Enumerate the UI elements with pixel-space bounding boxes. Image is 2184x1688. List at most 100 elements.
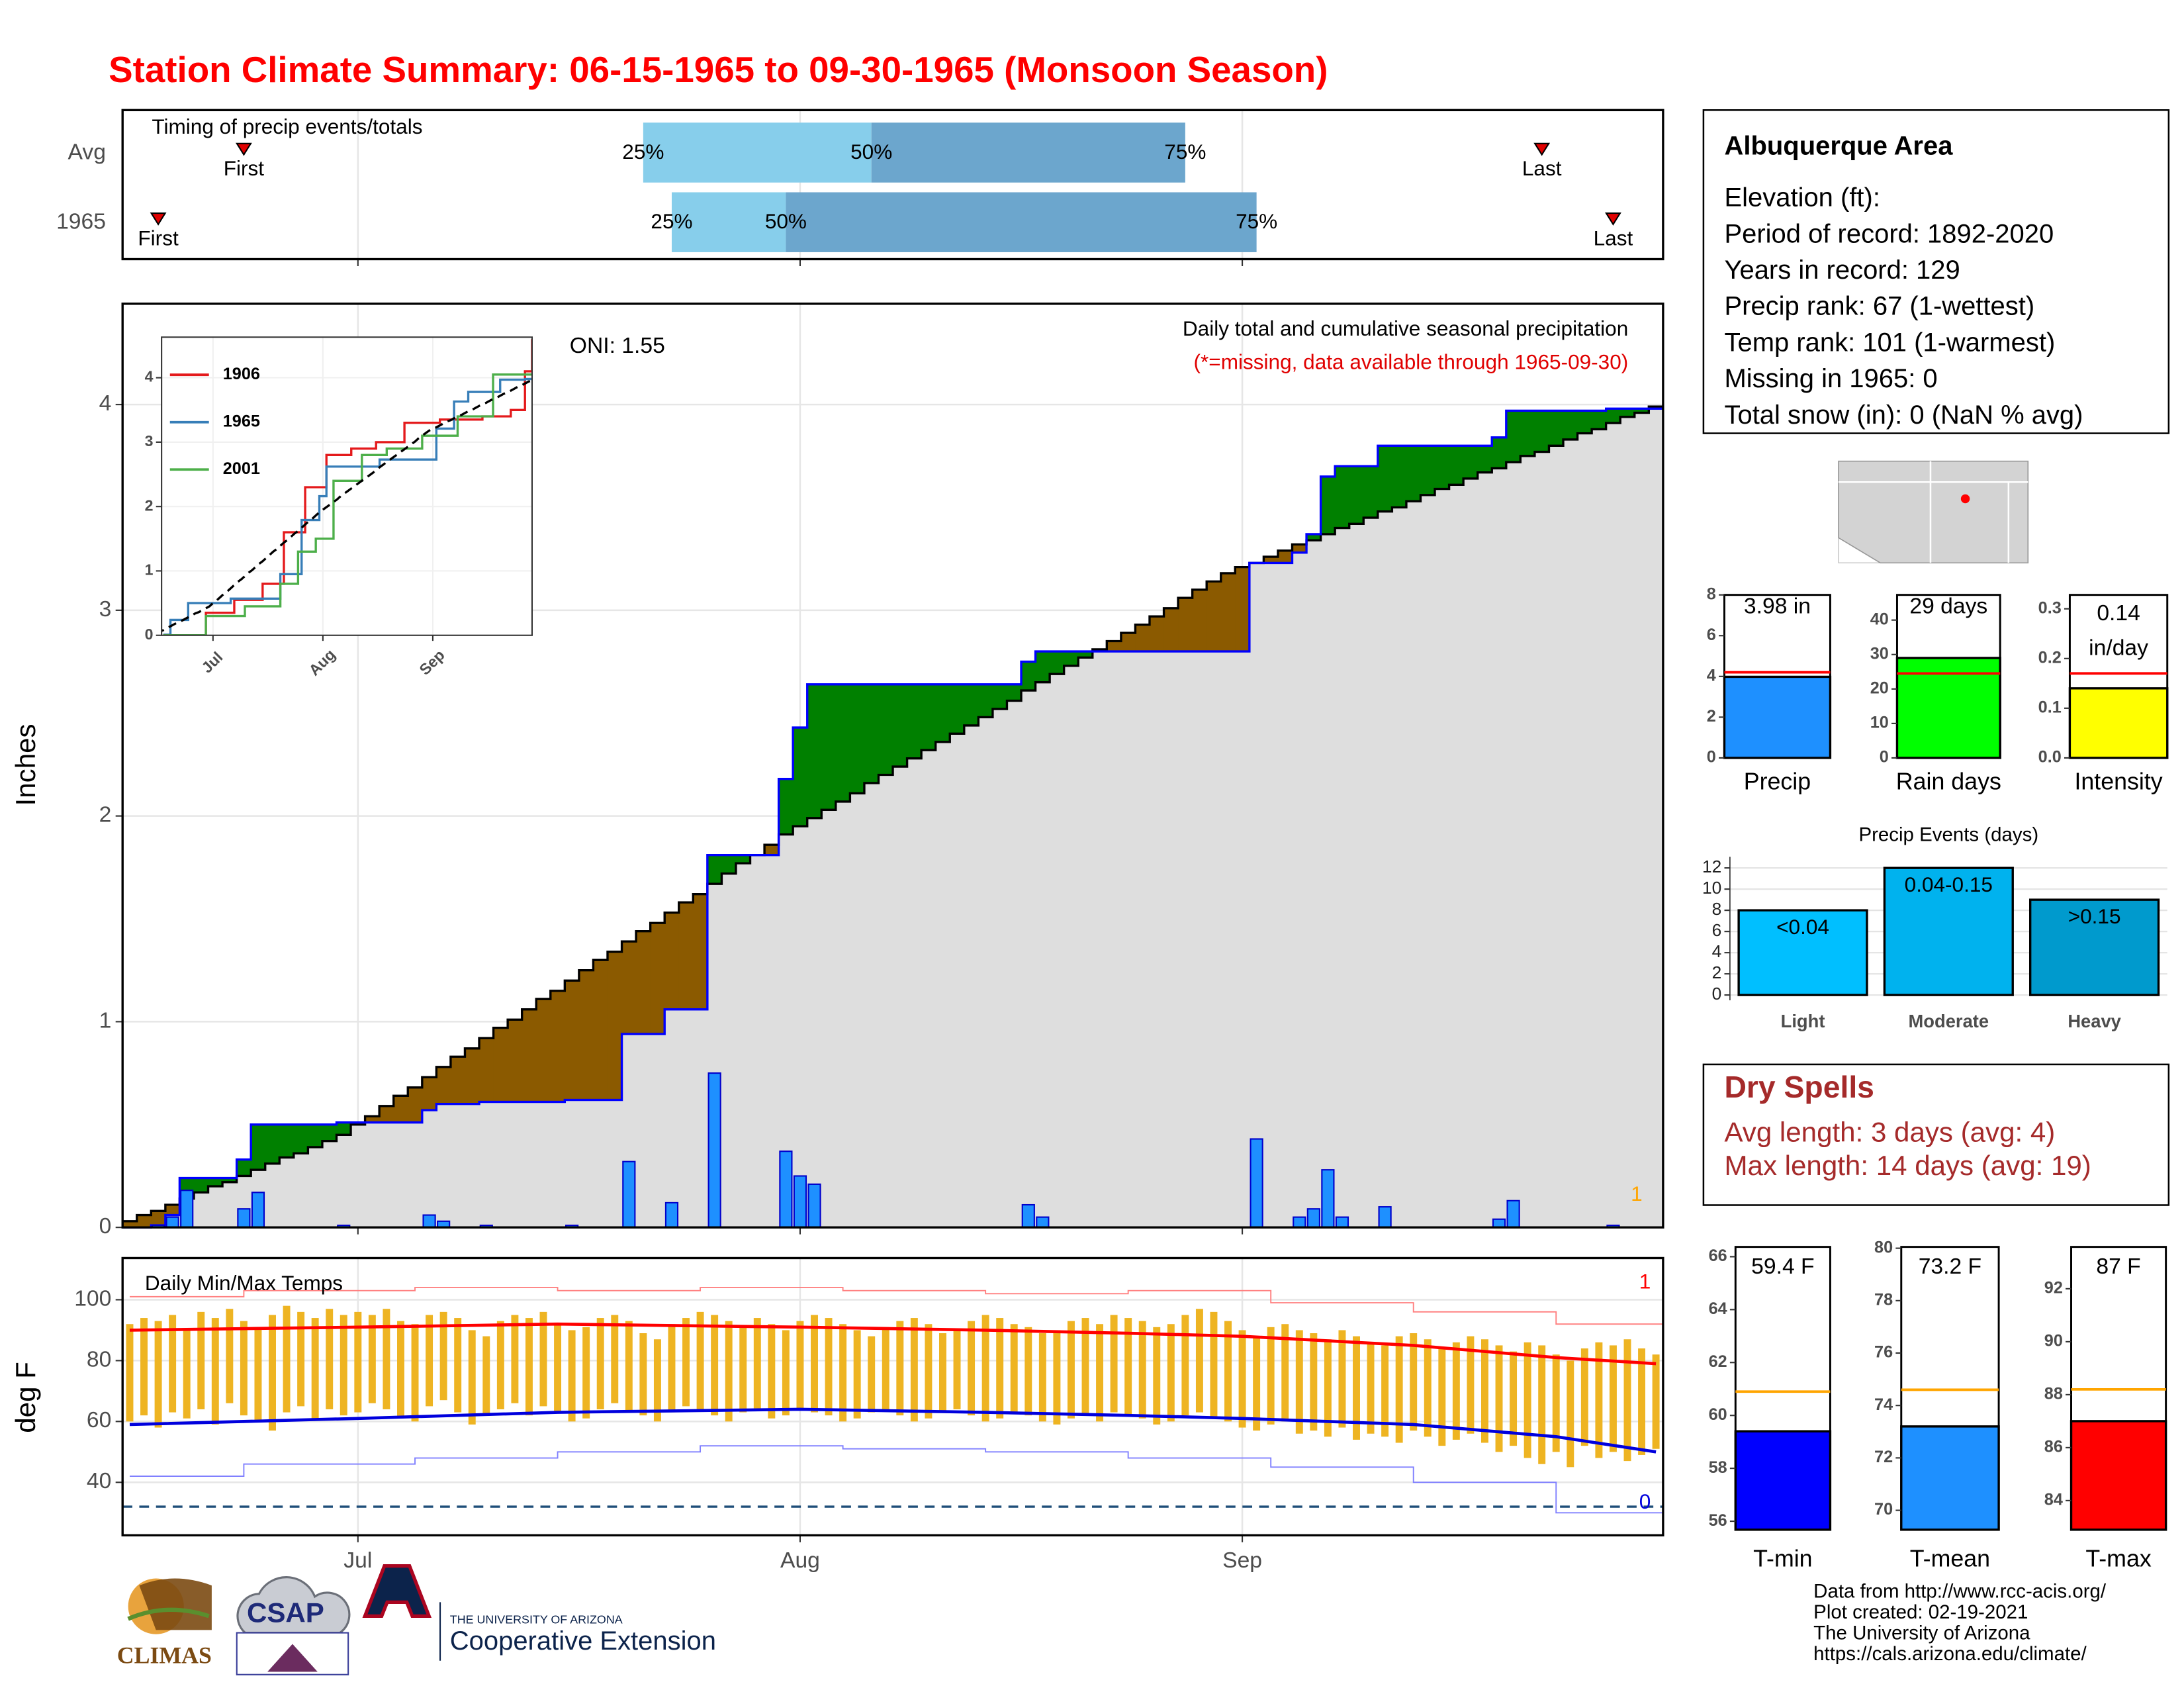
temp-range-bar <box>981 1315 989 1422</box>
daily-precip-bar <box>707 1072 721 1229</box>
temp-range-bar <box>1024 1327 1032 1416</box>
normal-area <box>1406 501 1422 1228</box>
deficit-area <box>650 923 665 1035</box>
normal-area <box>778 834 794 1228</box>
event-bar <box>1883 867 2014 996</box>
y-tick-label: 72 <box>1874 1448 1893 1466</box>
temp-range-bar <box>554 1324 562 1413</box>
panel-title: Daily Min/Max Temps <box>145 1271 343 1295</box>
inset-series-line <box>163 373 532 635</box>
temp-range-bar <box>1010 1324 1018 1413</box>
y-tick-label: 0.2 <box>2038 648 2062 667</box>
normal-area <box>1477 472 1492 1228</box>
x-tick-label: Light <box>1781 1011 1825 1031</box>
normal-area <box>921 750 936 1228</box>
deficit-area <box>664 912 680 1009</box>
info-line: Elevation (ft): <box>1724 183 1880 212</box>
inset-series-line <box>163 339 532 635</box>
temp-range-bar <box>254 1327 262 1422</box>
footer-line: Plot created: 02-19-2021 <box>1813 1601 2028 1623</box>
info-line: Total snow (in): 0 (NaN % avg) <box>1724 400 2083 430</box>
normal-area <box>1064 665 1079 1228</box>
normal-area <box>493 1102 508 1228</box>
y-tick-label: 76 <box>1874 1343 1893 1362</box>
quartile-label: 75% <box>1164 140 1206 164</box>
value-label: 87 F <box>2096 1254 2140 1279</box>
dry-spells-line: Avg length: 3 days (avg: 4) <box>1724 1116 2055 1147</box>
y-tick-label: 58 <box>1709 1458 1727 1477</box>
surplus-area <box>793 727 808 827</box>
normal-area <box>1577 433 1592 1228</box>
deficit-area <box>593 960 608 1100</box>
surplus-area <box>1420 445 1435 495</box>
normal-area <box>864 782 880 1228</box>
summary-bar <box>2070 1420 2167 1531</box>
y-tick-label: 64 <box>1709 1299 1727 1318</box>
x-tick-label: Jul <box>343 1548 372 1573</box>
quartile-bar <box>643 122 872 183</box>
normal-area <box>935 741 950 1228</box>
legend-label: 2001 <box>223 459 260 478</box>
temp-range-bar <box>1510 1351 1518 1446</box>
temp-range-bar <box>183 1330 191 1419</box>
logo-text: THE UNIVERSITY OF ARIZONA <box>450 1613 623 1626</box>
record-low-line <box>129 1445 1663 1514</box>
temp-range-bar <box>910 1318 918 1422</box>
normal-area <box>1306 540 1322 1228</box>
quartile-label: 50% <box>765 209 807 233</box>
temp-range-bar <box>1652 1354 1660 1449</box>
temp-range-bar <box>226 1309 234 1403</box>
row-label: Avg <box>68 140 106 164</box>
surplus-area <box>1477 445 1492 473</box>
temp-range-bar <box>1067 1321 1075 1419</box>
daily-precip-bar <box>1036 1216 1050 1229</box>
normal-area <box>1435 489 1450 1228</box>
temp-range-bar <box>1053 1330 1061 1425</box>
normal-area <box>1192 651 1207 1228</box>
surplus-area <box>992 684 1008 710</box>
temp-range-bar <box>1138 1321 1146 1419</box>
temp-range-bar <box>853 1330 861 1419</box>
daily-precip-bar <box>1321 1169 1335 1229</box>
y-tick-label: 0.1 <box>2038 698 2062 717</box>
event-label: Last <box>1522 156 1562 180</box>
deficit-area <box>1192 589 1207 652</box>
category-label: Intensity <box>2074 768 2162 794</box>
y-tick-label: 74 <box>1874 1395 1893 1414</box>
deficit-area <box>493 1027 508 1102</box>
temp-range-bar <box>354 1311 362 1413</box>
value-label: 59.4 F <box>1751 1254 1814 1279</box>
normal-area <box>850 793 865 1228</box>
y-tick-label: 2 <box>99 803 112 827</box>
temp-range-bar <box>1467 1336 1475 1434</box>
surplus-area <box>835 684 851 802</box>
y-tick-label: 6 <box>1707 626 1716 644</box>
normal-area <box>1277 563 1293 1228</box>
temp-range-bar <box>439 1311 447 1401</box>
normal-area <box>479 1102 494 1228</box>
normal-area <box>721 873 737 1228</box>
normal-area <box>265 1163 280 1228</box>
average-cumulative-line <box>122 405 1663 1223</box>
normal-area <box>393 1122 408 1228</box>
normal-area <box>1649 408 1664 1228</box>
info-line: Period of record: 1892-2020 <box>1724 219 2054 248</box>
deficit-area <box>1206 581 1222 652</box>
surplus-area <box>878 684 893 775</box>
event-marker <box>235 142 252 156</box>
temp-range-bar <box>796 1321 804 1409</box>
surplus-area <box>1506 410 1521 463</box>
surplus-area <box>265 1124 280 1164</box>
y-tick-label: 92 <box>2044 1279 2063 1297</box>
temp-range-bar <box>968 1321 976 1416</box>
deficit-area <box>136 1215 152 1228</box>
corner-label: 1 <box>1639 1270 1651 1293</box>
surplus-area <box>1592 410 1607 430</box>
temp-range-bar <box>240 1321 248 1416</box>
surplus-area <box>1634 408 1649 413</box>
deficit-area <box>636 931 651 1035</box>
normal-area <box>821 810 837 1228</box>
y-tick-label: 4 <box>1712 941 1722 961</box>
